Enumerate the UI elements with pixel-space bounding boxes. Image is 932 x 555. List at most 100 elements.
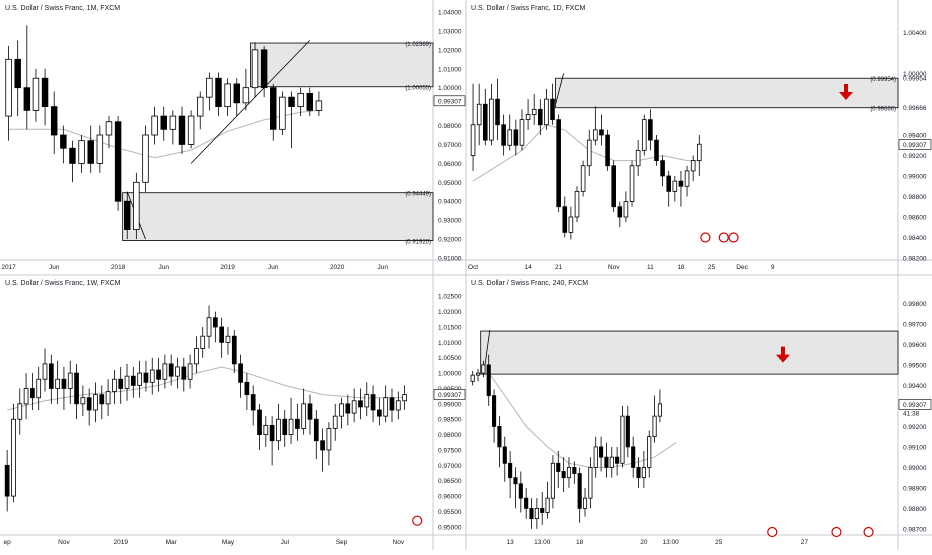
candle[interactable] bbox=[23, 25, 31, 130]
candle[interactable] bbox=[55, 360, 60, 404]
candle[interactable] bbox=[588, 457, 593, 509]
candle[interactable] bbox=[307, 394, 313, 435]
candle[interactable] bbox=[282, 410, 288, 447]
candle[interactable] bbox=[315, 91, 323, 117]
candle[interactable] bbox=[5, 46, 12, 141]
event-badge-icon[interactable] bbox=[412, 515, 423, 526]
candle[interactable] bbox=[160, 106, 167, 141]
candle[interactable] bbox=[288, 91, 295, 149]
candle[interactable] bbox=[470, 371, 475, 386]
candle[interactable] bbox=[48, 354, 54, 404]
candle[interactable] bbox=[105, 116, 113, 149]
candle[interactable] bbox=[114, 116, 122, 211]
candle[interactable] bbox=[151, 106, 158, 145]
candle[interactable] bbox=[672, 176, 678, 202]
candle[interactable] bbox=[96, 125, 104, 173]
candle[interactable] bbox=[524, 487, 529, 519]
candle[interactable] bbox=[175, 357, 180, 389]
candle[interactable] bbox=[251, 42, 259, 98]
candle[interactable] bbox=[288, 397, 294, 444]
candle[interactable] bbox=[476, 83, 482, 146]
candle[interactable] bbox=[326, 422, 332, 466]
candle[interactable] bbox=[169, 110, 177, 145]
candle[interactable] bbox=[508, 451, 513, 499]
candle[interactable] bbox=[666, 170, 672, 207]
candle[interactable] bbox=[529, 498, 534, 529]
candle[interactable] bbox=[295, 403, 300, 441]
chart-panel-monthly[interactable]: (1.02369) (1.00055) (0.94449) (0.91920) 1.04… bbox=[0, 0, 466, 275]
candle[interactable] bbox=[301, 388, 307, 435]
candle[interactable] bbox=[525, 99, 531, 130]
candle[interactable] bbox=[181, 357, 187, 392]
event-badge-icon[interactable] bbox=[718, 232, 729, 243]
candle[interactable] bbox=[599, 436, 604, 472]
candle[interactable] bbox=[351, 388, 357, 423]
candle[interactable] bbox=[187, 354, 193, 389]
candle[interactable] bbox=[61, 366, 67, 410]
candle[interactable] bbox=[531, 94, 537, 125]
candle[interactable] bbox=[389, 388, 395, 423]
candle[interactable] bbox=[60, 125, 67, 164]
candle[interactable] bbox=[370, 385, 376, 423]
candle[interactable] bbox=[629, 160, 635, 207]
candle[interactable] bbox=[23, 373, 29, 420]
candle[interactable] bbox=[657, 389, 662, 423]
candle[interactable] bbox=[556, 114, 561, 212]
down-arrow-icon[interactable] bbox=[839, 83, 854, 100]
candle[interactable] bbox=[566, 457, 572, 488]
candle[interactable] bbox=[105, 379, 111, 417]
candle[interactable] bbox=[224, 78, 231, 117]
event-badge-icon[interactable] bbox=[863, 526, 874, 538]
candle[interactable] bbox=[635, 140, 641, 176]
candle[interactable] bbox=[593, 106, 598, 146]
candle[interactable] bbox=[238, 354, 243, 398]
candle[interactable] bbox=[611, 160, 616, 212]
candle[interactable] bbox=[133, 172, 140, 240]
candle[interactable] bbox=[497, 416, 502, 468]
candle[interactable] bbox=[219, 317, 225, 358]
event-badge-icon[interactable] bbox=[831, 526, 842, 538]
candle[interactable] bbox=[534, 498, 539, 529]
candle[interactable] bbox=[489, 83, 494, 146]
candle[interactable] bbox=[377, 397, 382, 426]
candle[interactable] bbox=[615, 446, 620, 476]
candle[interactable] bbox=[513, 119, 519, 156]
candle[interactable] bbox=[364, 382, 370, 417]
candle[interactable] bbox=[233, 78, 240, 117]
candle[interactable] bbox=[17, 388, 23, 435]
candle[interactable] bbox=[383, 385, 389, 423]
candle[interactable] bbox=[36, 366, 42, 410]
candle[interactable] bbox=[502, 436, 507, 482]
candle[interactable] bbox=[118, 366, 124, 404]
candle[interactable] bbox=[582, 487, 588, 517]
zone-0[interactable] bbox=[480, 330, 899, 375]
candle[interactable] bbox=[11, 403, 16, 503]
event-badge-icon[interactable] bbox=[767, 526, 778, 538]
candle[interactable] bbox=[250, 385, 256, 426]
candle[interactable] bbox=[263, 416, 269, 447]
candle[interactable] bbox=[482, 88, 488, 146]
candle[interactable] bbox=[137, 360, 142, 398]
candle[interactable] bbox=[544, 88, 549, 130]
candle[interactable] bbox=[599, 114, 604, 146]
candle[interactable] bbox=[623, 191, 629, 223]
candle[interactable] bbox=[260, 46, 268, 98]
candle[interactable] bbox=[162, 354, 168, 389]
candle[interactable] bbox=[647, 430, 652, 478]
event-badge-icon[interactable] bbox=[728, 232, 739, 243]
candle[interactable] bbox=[501, 114, 506, 156]
candle[interactable] bbox=[69, 140, 76, 183]
candle[interactable] bbox=[270, 83, 277, 141]
candle[interactable] bbox=[486, 354, 491, 406]
candle[interactable] bbox=[306, 87, 314, 117]
candle[interactable] bbox=[495, 78, 500, 141]
chart-panel-h4[interactable]: 0.99800 0.99700 0.99600 0.99500 0.99400 0.993… bbox=[466, 275, 932, 550]
trend-line-0[interactable] bbox=[190, 40, 311, 164]
candle[interactable] bbox=[358, 388, 363, 420]
candle[interactable] bbox=[332, 403, 338, 441]
candle[interactable] bbox=[620, 405, 625, 468]
candle[interactable] bbox=[78, 135, 85, 173]
zone-1[interactable] bbox=[122, 192, 434, 241]
candle[interactable] bbox=[580, 160, 586, 197]
